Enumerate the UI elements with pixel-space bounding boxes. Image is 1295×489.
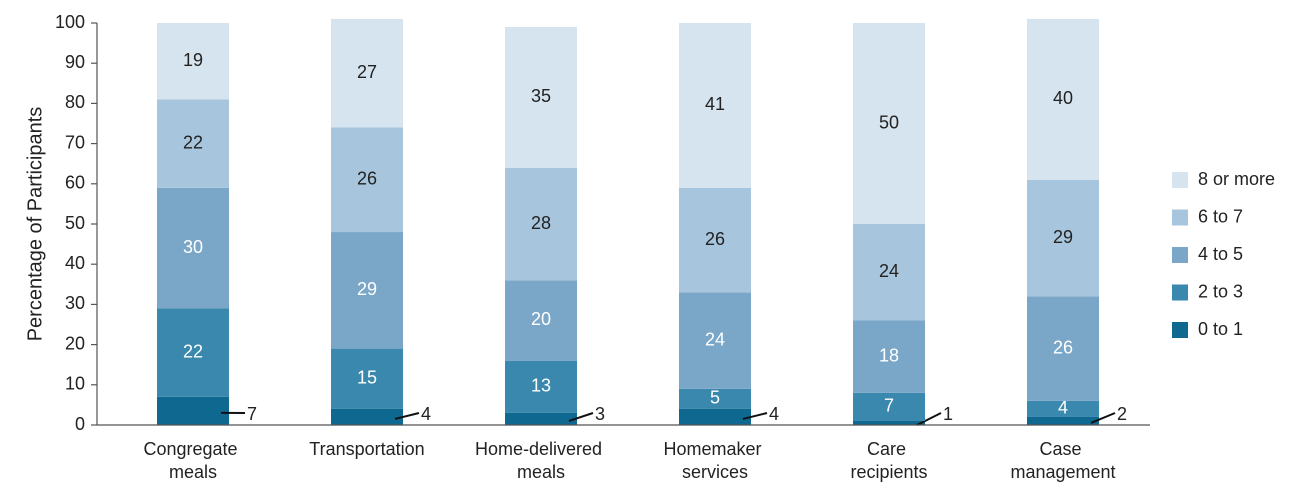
bar-segment: [679, 388, 751, 409]
value-label: 22: [183, 132, 203, 152]
value-label: 3: [595, 404, 605, 424]
y-tick-label: 40: [65, 253, 85, 273]
y-tick-label: 10: [65, 374, 85, 394]
bar-segment: [679, 187, 751, 293]
bar-segment: [505, 360, 577, 413]
value-label: 7: [247, 404, 257, 424]
legend-swatch: [1172, 322, 1188, 338]
bar-segment: [1027, 179, 1099, 297]
bar-segment: [679, 292, 751, 389]
value-label: 19: [183, 50, 203, 70]
bar-segment: [157, 396, 229, 425]
value-label: 26: [1053, 337, 1073, 357]
x-tick-label: Case management: [1010, 439, 1115, 482]
value-label: 41: [705, 94, 725, 114]
leader-line: [916, 412, 942, 426]
value-label: 22: [183, 341, 203, 361]
x-tick-label: Home-delivered meals: [475, 439, 607, 482]
value-label: 15: [357, 368, 377, 388]
value-label: 24: [705, 329, 725, 349]
y-tick-label: 80: [65, 92, 85, 112]
value-label: 28: [531, 213, 551, 233]
bar-segment: [331, 408, 403, 425]
leader-line: [394, 412, 420, 420]
value-label: 18: [879, 345, 899, 365]
leader-line: [1090, 412, 1116, 424]
y-tick-label: 50: [65, 213, 85, 233]
value-label: 29: [1053, 227, 1073, 247]
legend-label: 4 to 5: [1198, 244, 1243, 264]
y-tick-label: 20: [65, 333, 85, 353]
value-label: 29: [357, 279, 377, 299]
bar-segment: [679, 23, 751, 188]
value-label: 35: [531, 86, 551, 106]
value-label: 40: [1053, 88, 1073, 108]
leader-line: [568, 412, 594, 422]
x-tick-label: Congregate meals: [143, 439, 242, 482]
value-label: 24: [879, 261, 899, 281]
legend-label: 2 to 3: [1198, 281, 1243, 301]
bar-segment: [853, 23, 925, 224]
bar-segment: [853, 392, 925, 421]
value-label: 13: [531, 376, 551, 396]
bar-segment: [853, 224, 925, 321]
legend-swatch: [1172, 172, 1188, 188]
legend-swatch: [1172, 284, 1188, 301]
value-label: 4: [769, 404, 779, 424]
bar-segment: [505, 412, 577, 425]
bar-segment: [331, 18, 403, 128]
value-label: 30: [183, 237, 203, 257]
bar-segment: [157, 187, 229, 309]
y-tick-label: 90: [65, 52, 85, 72]
value-label: 4: [421, 404, 431, 424]
x-tick-label: Care recipients: [850, 439, 927, 482]
bar-segment: [1027, 18, 1099, 180]
y-tick-label: 60: [65, 173, 85, 193]
x-tick-label: Transportation: [309, 439, 424, 459]
x-tick-label: Homemaker services: [663, 439, 766, 482]
bar-segment: [1027, 416, 1099, 425]
legend-label: 6 to 7: [1198, 206, 1243, 226]
y-tick-label: 70: [65, 132, 85, 152]
value-label: 26: [705, 229, 725, 249]
value-label: 1: [943, 404, 953, 424]
y-tick-label: 0: [75, 414, 85, 434]
bar-segment: [853, 420, 925, 425]
y-axis-label: Percentage of Participants: [24, 107, 46, 342]
bar-segment: [1027, 400, 1099, 417]
bar-segment: [505, 167, 577, 281]
value-label: 5: [710, 388, 720, 408]
value-label: 4: [1058, 398, 1068, 418]
value-label: 26: [357, 169, 377, 189]
bar-segment: [505, 280, 577, 361]
y-tick-label: 100: [55, 12, 85, 32]
value-label: 7: [884, 396, 894, 416]
bar-segment: [157, 23, 229, 100]
legend-label: 0 to 1: [1198, 319, 1243, 339]
legend-swatch: [1172, 209, 1188, 226]
legend-label: 8 or more: [1198, 169, 1275, 189]
value-label: 50: [879, 112, 899, 132]
bar-segment: [157, 308, 229, 397]
leader-line: [742, 412, 768, 420]
y-tick-label: 30: [65, 293, 85, 313]
bar-segment: [331, 232, 403, 349]
value-label: 2: [1117, 404, 1127, 424]
value-label: 20: [531, 309, 551, 329]
bar-segment: [157, 99, 229, 188]
bar-segment: [331, 348, 403, 409]
legend-swatch: [1172, 247, 1188, 263]
bar-segment: [1027, 296, 1099, 401]
bar-segment: [505, 27, 577, 168]
bar-segment: [853, 320, 925, 393]
bar-segment: [331, 127, 403, 233]
bar-segment: [679, 408, 751, 425]
value-label: 27: [357, 62, 377, 82]
